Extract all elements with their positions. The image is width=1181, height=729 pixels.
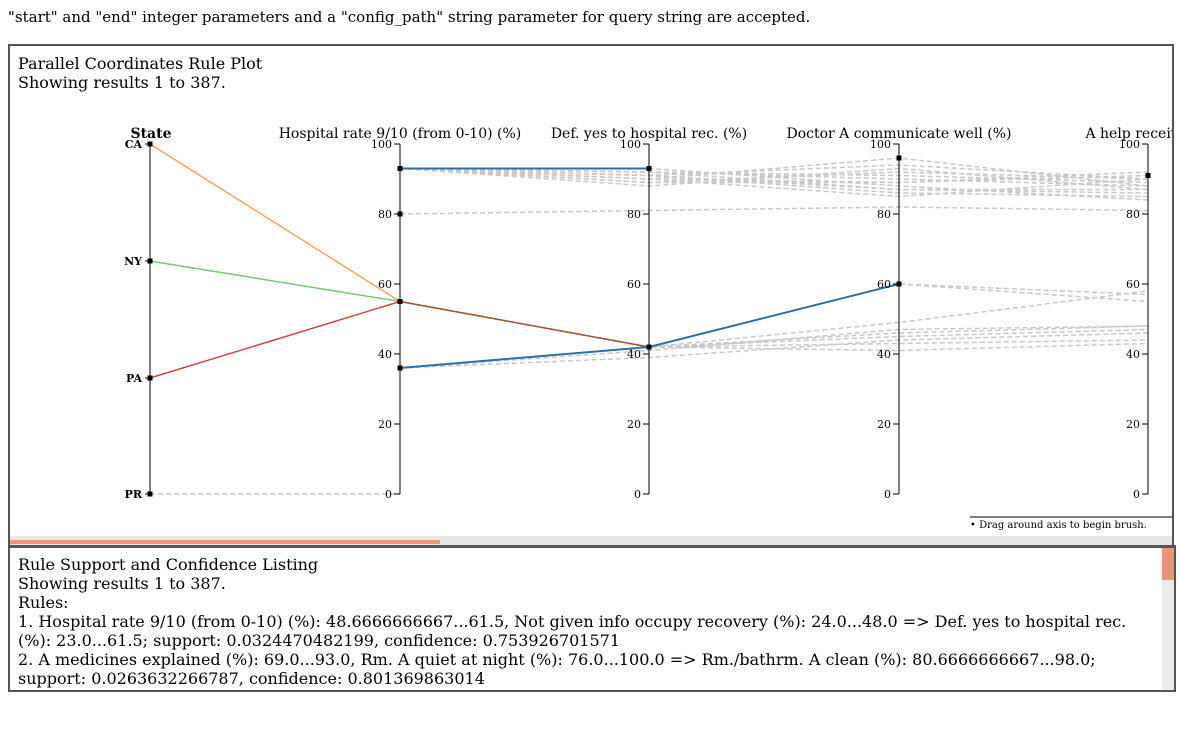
value-marker bbox=[646, 344, 652, 350]
axis-tick-label: 100 bbox=[620, 138, 641, 151]
vertical-scrollbar-thumb[interactable] bbox=[1162, 548, 1174, 580]
value-marker bbox=[397, 299, 403, 304]
background-rule-line bbox=[399, 283, 1149, 348]
axis-tick-label: 20 bbox=[378, 418, 392, 431]
axis-title: A help received A bbox=[1084, 126, 1174, 142]
axis-tick-label: 40 bbox=[378, 348, 392, 361]
value-marker bbox=[147, 375, 153, 381]
axis-tick-label: 40 bbox=[877, 348, 891, 361]
value-marker bbox=[147, 258, 153, 264]
background-rule-line bbox=[399, 300, 1149, 348]
axis-tick-label: 60 bbox=[877, 278, 891, 291]
axis-tick-label: PA bbox=[126, 372, 142, 385]
panel-divider bbox=[8, 545, 1176, 548]
axis-tick-label: 20 bbox=[1126, 418, 1140, 431]
axis-tick-label: 100 bbox=[1119, 138, 1140, 151]
value-marker bbox=[147, 491, 153, 497]
highlighted-rule-line bbox=[149, 143, 401, 303]
axis-title: State bbox=[130, 126, 171, 142]
axis-tick-label: CA bbox=[125, 138, 143, 151]
rules-label: Rules: bbox=[18, 593, 69, 612]
axis-tick-label: 80 bbox=[1126, 208, 1140, 221]
plot-title: Parallel Coordinates Rule Plot bbox=[18, 54, 263, 73]
highlighted-rule-line bbox=[399, 300, 650, 348]
value-marker bbox=[646, 166, 652, 171]
horizontal-scrollbar-thumb[interactable] bbox=[10, 540, 440, 544]
axis-tick-label: 60 bbox=[627, 278, 641, 291]
background-rule-line bbox=[399, 325, 1149, 369]
rule-item: 1. Hospital rate 9/10 (from 0-10) (%): 4… bbox=[18, 612, 1127, 650]
axis-tick-label: NY bbox=[124, 255, 142, 268]
axis-title: Doctor A communicate well (%) bbox=[786, 126, 1011, 142]
rules-title: Rule Support and Confidence Listing bbox=[18, 555, 319, 574]
axis-tick-label: 60 bbox=[378, 278, 392, 291]
value-marker bbox=[397, 166, 403, 171]
axis-tick-label: 0 bbox=[884, 488, 891, 501]
horizontal-scrollbar[interactable] bbox=[10, 536, 1172, 546]
highlighted-rule-line bbox=[149, 300, 401, 379]
value-marker bbox=[896, 155, 902, 161]
axis-title: Def. yes to hospital rec. (%) bbox=[551, 126, 747, 142]
vertical-scrollbar[interactable] bbox=[1162, 548, 1174, 690]
value-marker bbox=[397, 211, 403, 217]
value-marker bbox=[397, 365, 403, 371]
plot-subtitle: Showing results 1 to 387. bbox=[18, 73, 226, 92]
rule-item: 2. A medicines explained (%): 69.0...93.… bbox=[18, 650, 1096, 688]
axis-tick-label: 100 bbox=[870, 138, 891, 151]
rules-listing: Rule Support and Confidence Listing Show… bbox=[18, 555, 1158, 688]
axis-tick-label: 80 bbox=[378, 208, 392, 221]
background-rule-line bbox=[399, 167, 1149, 191]
background-rule-line bbox=[399, 332, 1149, 369]
highlighted-rule-line bbox=[149, 260, 401, 303]
background-rule-line bbox=[399, 300, 1149, 348]
value-marker bbox=[896, 281, 902, 287]
axis-tick-label: PR bbox=[125, 488, 143, 501]
rules-subtitle: Showing results 1 to 387. bbox=[18, 574, 226, 593]
axis-tick-label: 80 bbox=[627, 208, 641, 221]
axis-tick-label: 0 bbox=[385, 488, 392, 501]
background-rule-line bbox=[399, 164, 1149, 180]
axis-tick-label: 60 bbox=[1126, 278, 1140, 291]
background-rule-line bbox=[399, 167, 1148, 191]
axis-tick-label: 0 bbox=[634, 488, 641, 501]
axis-title: Hospital rate 9/10 (from 0-10) (%) bbox=[279, 126, 522, 142]
brush-hint: • Drag around axis to begin brush. bbox=[970, 520, 1147, 531]
background-rule-line bbox=[399, 300, 1149, 348]
axis-tick-label: 20 bbox=[627, 418, 641, 431]
value-marker bbox=[1145, 173, 1151, 178]
parallel-coordinates-panel: Parallel Coordinates Rule Plot Showing r… bbox=[8, 44, 1174, 546]
background-rule-line bbox=[399, 167, 1149, 184]
axis-tick-label: 20 bbox=[877, 418, 891, 431]
axis-tick-label: 40 bbox=[627, 348, 641, 361]
axis-tick-label: 0 bbox=[1133, 488, 1140, 501]
background-rule-line bbox=[399, 283, 1149, 348]
intro-text: "start" and "end" integer parameters and… bbox=[8, 8, 811, 26]
axis-tick-label: 80 bbox=[877, 208, 891, 221]
axis-tick-label: 100 bbox=[371, 138, 392, 151]
rules-panel: Rule Support and Confidence Listing Show… bbox=[8, 548, 1176, 692]
background-rule-line bbox=[399, 206, 1149, 215]
axis-tick-label: 40 bbox=[1126, 348, 1140, 361]
value-marker bbox=[147, 141, 153, 147]
background-rule-line bbox=[399, 300, 1149, 352]
